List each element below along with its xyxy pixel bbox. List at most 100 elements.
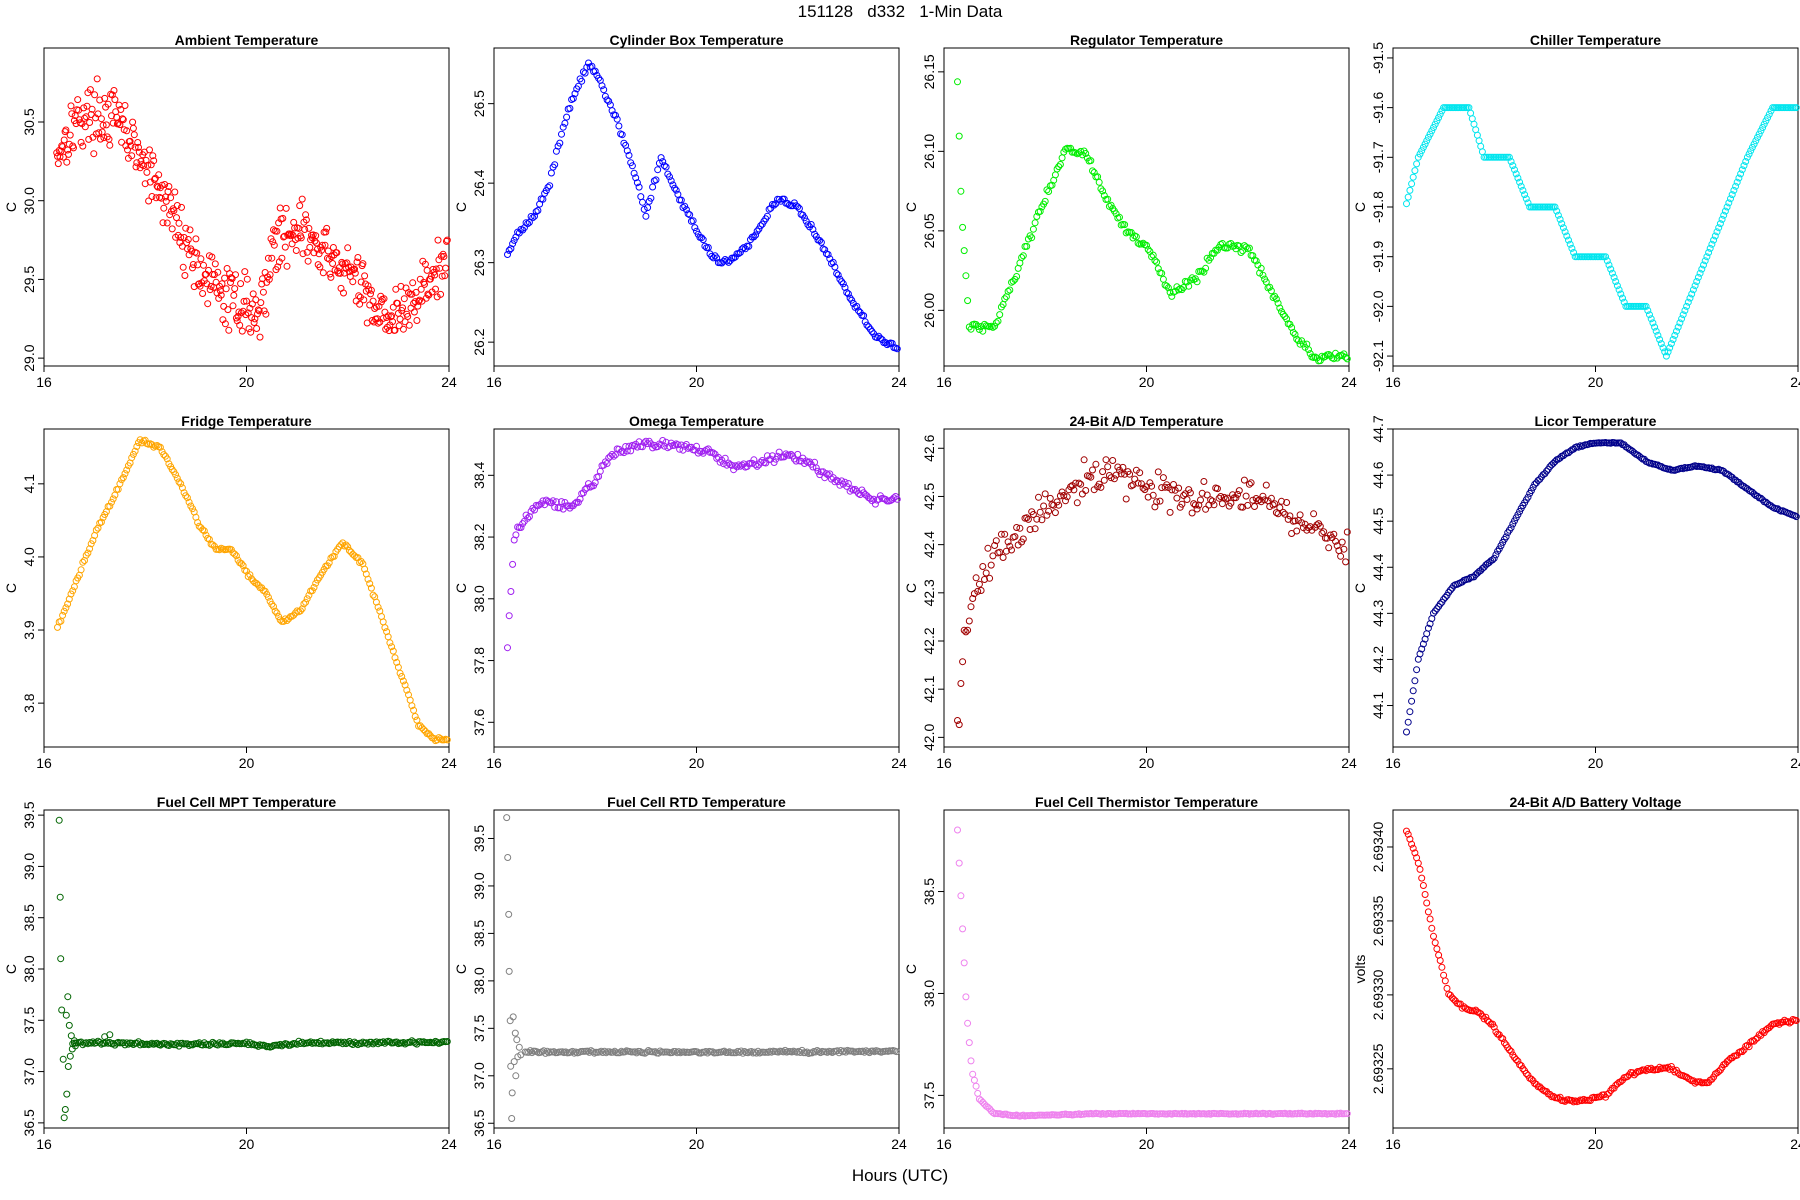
data-point [79, 1041, 87, 1049]
x-tick-label: 24 [441, 755, 457, 771]
data-point [882, 339, 889, 346]
data-point [1411, 677, 1419, 685]
data-point [211, 260, 219, 268]
data-point [974, 587, 982, 595]
data-point [1406, 186, 1414, 194]
data-point [1188, 509, 1196, 517]
data-point [1134, 479, 1142, 487]
data-point [1644, 1065, 1652, 1072]
data-point [1431, 120, 1439, 128]
data-point [1075, 479, 1083, 487]
data-point [1681, 307, 1689, 314]
data-point [957, 187, 965, 195]
data-point [1556, 215, 1564, 223]
data-point [129, 124, 137, 132]
data-point [1283, 315, 1291, 323]
y-tick-label: 29.0 [21, 344, 37, 371]
data-point [1227, 499, 1235, 507]
data-point [1119, 463, 1127, 471]
data-point [890, 494, 898, 502]
data-point [163, 455, 171, 463]
data-point [1001, 530, 1009, 538]
panel-fridge-temperature: Fridge Temperature 16 20 24 3.8 3.9 4.0 4.1 C [3, 413, 457, 771]
data-point [56, 893, 64, 901]
data-point [589, 1048, 597, 1056]
data-point [711, 252, 719, 260]
data-point [1426, 130, 1434, 138]
data-point [831, 263, 839, 271]
data-point [59, 611, 67, 619]
data-point [221, 274, 229, 282]
data-point [709, 449, 717, 457]
data-point [405, 289, 412, 297]
data-point [512, 1072, 520, 1080]
data-point [1104, 195, 1112, 203]
data-point [1202, 264, 1210, 272]
data-point [1278, 497, 1285, 505]
data-point [123, 466, 131, 474]
data-point [146, 146, 153, 154]
data-point [1656, 1063, 1664, 1071]
data-point [608, 107, 616, 115]
data-point [972, 574, 980, 582]
data-point [1298, 519, 1306, 527]
data-point [64, 1063, 72, 1070]
data-point [753, 462, 761, 470]
data-point [1207, 496, 1215, 504]
data-point [849, 1047, 857, 1055]
data-point [364, 575, 372, 583]
data-point [216, 546, 223, 554]
data-point [1428, 924, 1436, 932]
data-point [1051, 509, 1059, 517]
data-point [239, 562, 247, 570]
data-point [369, 297, 377, 305]
data-point [361, 565, 369, 573]
data-point [1686, 294, 1694, 302]
data-point [977, 323, 985, 330]
data-point [649, 183, 657, 191]
data-point [796, 1049, 804, 1056]
data-point [1173, 494, 1181, 502]
data-point [787, 450, 795, 458]
data-point [1436, 600, 1444, 608]
data-point [1580, 1095, 1588, 1103]
data-point [666, 443, 673, 450]
data-point [208, 253, 216, 261]
data-point [559, 123, 567, 131]
data-point [616, 1049, 624, 1057]
data-point [160, 451, 168, 459]
data-point [1755, 130, 1763, 138]
data-point [527, 213, 535, 220]
data-point [1330, 530, 1338, 538]
data-point [1754, 133, 1761, 141]
data-point [750, 233, 758, 241]
data-point [829, 258, 837, 266]
data-point [792, 457, 800, 465]
data-point [603, 96, 611, 104]
data-point [1291, 330, 1299, 338]
data-point [989, 323, 997, 331]
x-tick-label: 16 [936, 1136, 952, 1152]
data-point [807, 221, 815, 228]
data-point [312, 232, 320, 240]
x-tick-label: 20 [1139, 755, 1155, 771]
data-point [736, 1048, 743, 1056]
data-point [834, 271, 842, 279]
data-point [1403, 200, 1410, 208]
x-tick-label: 20 [239, 755, 255, 771]
data-point [161, 181, 169, 188]
data-point [1144, 246, 1152, 253]
data-point [1646, 1066, 1653, 1074]
data-point [270, 603, 277, 610]
data-point [599, 1049, 607, 1056]
data-point [701, 447, 709, 455]
x-tick-label: 24 [1790, 755, 1800, 771]
data-point [1002, 547, 1010, 555]
data-point [1143, 241, 1150, 249]
data-point [630, 169, 638, 177]
data-point [1737, 170, 1745, 178]
data-point [175, 219, 183, 227]
data-point [608, 451, 616, 458]
data-point [1041, 197, 1049, 205]
data-point [550, 1048, 558, 1056]
